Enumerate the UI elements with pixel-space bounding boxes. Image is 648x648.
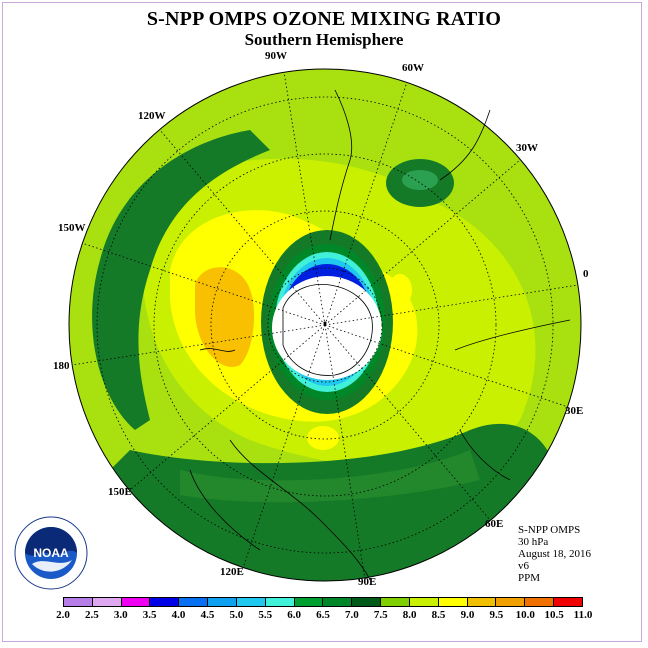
colorbar-tick-label: 4.5 <box>200 609 215 621</box>
colorbar-bin <box>294 598 324 606</box>
lon-label-30w: 30W <box>516 142 538 154</box>
chart-subtitle: Southern Hemisphere <box>244 30 404 49</box>
info-instrument: S-NPP OMPS <box>518 524 581 536</box>
lon-label-150e: 150E <box>108 486 132 498</box>
latitude-grid <box>96 96 554 554</box>
lon-label-120e: 120E <box>220 566 244 578</box>
colorbar-bin <box>525 598 555 606</box>
lon-label-90e: 90E <box>358 576 377 588</box>
longitude-grid <box>71 71 579 581</box>
info-block: S-NPP OMPS 30 hPa August 18, 2016 v6 PPM <box>518 524 591 584</box>
colorbar-tick-label: 2.5 <box>85 609 99 621</box>
colorbar-bin <box>496 598 526 606</box>
colorbar-bin <box>179 598 209 606</box>
lon-label-120w: 120W <box>138 110 166 122</box>
colorbar-bin <box>323 598 353 606</box>
colorbar-tick-label: 2.0 <box>56 609 70 621</box>
colorbar-tick-label: 7.0 <box>345 609 359 621</box>
colorbar-ticks: 2.0 2.5 3.0 3.5 4.0 4.5 5.0 5.5 6.0 6.5 7.0 7.5 8.0 8… <box>56 609 592 623</box>
logo-text: NOAA <box>33 546 69 560</box>
colorbar-bin <box>438 598 468 606</box>
colorbar-tick-label: 5.0 <box>229 609 244 621</box>
colorbar-tick-label: 8.0 <box>402 609 417 621</box>
lon-label-180: 180 <box>53 360 70 372</box>
colorbar-tick-label: 9.5 <box>489 609 504 621</box>
colorbar-bin <box>467 598 497 606</box>
colorbar-bin <box>409 598 439 606</box>
colorbar-tick-label: 10.5 <box>544 609 564 621</box>
colorbar-tick-label: 6.0 <box>287 609 301 621</box>
colorbar-tick-label: 3.5 <box>142 609 157 621</box>
noaa-logo: NOAA <box>14 516 88 590</box>
colorbar-bin <box>64 598 93 606</box>
colorbar-bin <box>381 598 410 606</box>
colorbar-tick-label: 8.5 <box>431 609 446 621</box>
colorbar-bin <box>352 598 382 606</box>
info-version: v6 <box>518 560 529 572</box>
colorbar-bin <box>92 598 122 606</box>
lon-label-60w: 60W <box>402 62 424 74</box>
south-pole-marker <box>323 321 327 325</box>
colorbar-tick-label: 3.0 <box>113 609 128 621</box>
colorbar-tick-label: 7.5 <box>373 609 388 621</box>
colorbar-bin <box>208 598 237 606</box>
info-level: 30 hPa <box>518 536 549 548</box>
colorbar-tick-label: 5.5 <box>258 609 273 621</box>
lon-label-90w: 90W <box>265 50 287 62</box>
colorbar-bin <box>265 598 295 606</box>
colorbar-bin <box>236 598 266 606</box>
colorbar-tick-label: 6.5 <box>316 609 330 621</box>
lon-label-60e: 60E <box>485 518 504 530</box>
colorbar-bin <box>121 598 151 606</box>
colorbar <box>63 597 583 607</box>
lon-label-0: 0 <box>583 268 589 280</box>
info-date: August 18, 2016 <box>518 548 592 560</box>
lon-label-30e: 30E <box>565 405 584 417</box>
colorbar-bin <box>150 598 180 606</box>
plot-frame <box>2 2 642 642</box>
map-boundary <box>68 68 582 582</box>
colorbar-tick-label: 11.0 <box>573 609 593 621</box>
chart-title: S-NPP OMPS OZONE MIXING RATIO <box>146 8 502 30</box>
colorbar-bin <box>554 598 582 606</box>
ozone-field <box>69 69 581 581</box>
colorbar-tick-label: 9.0 <box>460 609 475 621</box>
colorbar-tick-label: 4.0 <box>171 609 186 621</box>
info-units: PPM <box>518 572 541 584</box>
coastlines <box>189 89 571 581</box>
lon-label-150w: 150W <box>58 222 86 234</box>
colorbar-tick-label: 10.0 <box>515 609 535 621</box>
